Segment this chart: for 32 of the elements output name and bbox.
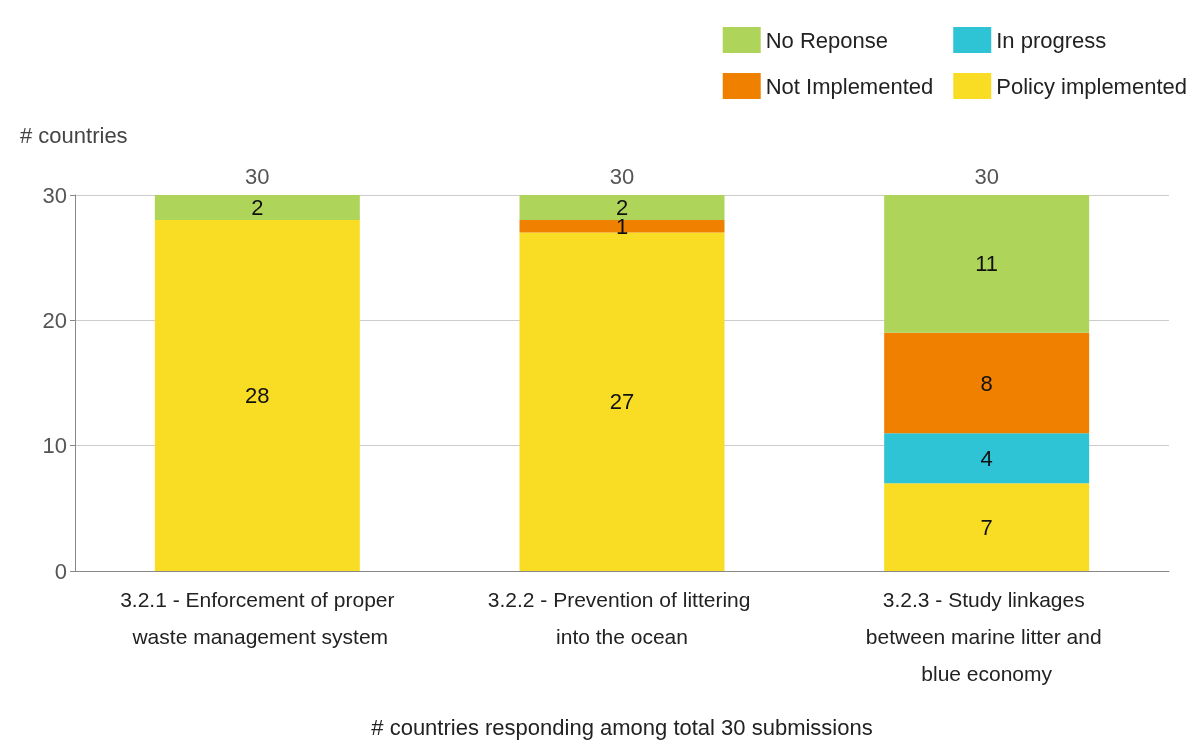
bar — [884, 483, 1090, 571]
x-tick-label: 3.2.3 - Study linkages between marine litter and blue economy — [865, 588, 1108, 685]
total-label: 30 — [609, 163, 635, 189]
y-tick-label: 0 — [54, 558, 67, 584]
bar — [154, 195, 360, 221]
bar — [154, 220, 360, 571]
data-label: 11 — [975, 251, 999, 277]
legend-label: No Reponse — [765, 27, 889, 53]
bar — [884, 332, 1090, 434]
total-label: 30 — [245, 163, 270, 189]
x-tick-label: 3.2.1 - Enforcement of proper waste management system — [120, 588, 395, 648]
data-label: 27 — [609, 389, 635, 415]
y-tick-label: 10 — [42, 433, 67, 459]
x-axis-title: # countries responding among total 30 submissions — [371, 714, 873, 740]
data-label: 28 — [245, 383, 270, 409]
y-tick-label: 20 — [42, 307, 67, 333]
legend-label: In progress — [996, 27, 1107, 53]
legend-label: Policy implemented — [996, 73, 1187, 99]
bar — [519, 232, 725, 571]
data-label: 7 — [980, 514, 993, 540]
data-label: 2 — [251, 195, 264, 221]
bar — [519, 195, 725, 221]
data-label: 8 — [980, 370, 993, 396]
bar — [884, 195, 1090, 333]
x-tick-label: 3.2.2 - Prevention of littering into the ocean — [487, 588, 757, 648]
y-axis-title: # countries — [20, 122, 128, 148]
y-tick-label: 30 — [42, 182, 67, 208]
total-label: 30 — [974, 163, 999, 189]
data-label: 4 — [980, 445, 993, 471]
legend-label: Not Implemented — [765, 73, 934, 99]
bar — [884, 433, 1090, 484]
bar — [519, 220, 725, 233]
